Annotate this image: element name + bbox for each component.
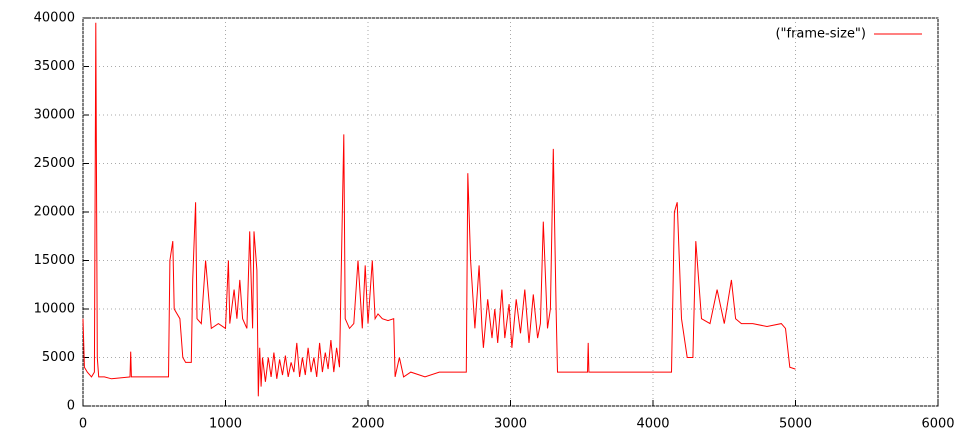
y-tick-label: 25000 (34, 156, 75, 171)
data-line (82, 22, 796, 397)
y-tick-label: 10000 (34, 302, 75, 317)
x-tick-label: 5000 (779, 417, 812, 432)
y-tick-label: 0 (67, 399, 75, 414)
y-tick-label: 5000 (42, 350, 75, 365)
y-tick-label: 30000 (34, 108, 75, 123)
x-tick-label: 0 (79, 417, 87, 432)
legend: ("frame-size") (775, 27, 866, 42)
x-tick-label: 2000 (351, 417, 384, 432)
y-tick-label: 20000 (34, 205, 75, 220)
y-tick-label: 35000 (34, 59, 75, 74)
x-tick-label: 4000 (636, 417, 669, 432)
legend-label: ("frame-size") (775, 27, 866, 42)
x-tick-label: 3000 (494, 417, 527, 432)
x-tick-label: 1000 (209, 417, 242, 432)
y-tick-label: 15000 (34, 253, 75, 268)
x-tick-label: 6000 (921, 417, 954, 432)
y-tick-label: 40000 (34, 11, 75, 26)
